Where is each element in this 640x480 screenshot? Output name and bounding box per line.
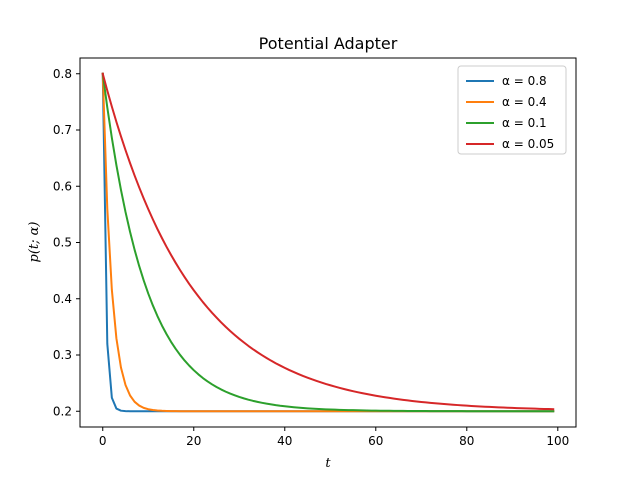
- x-tick-label: 0: [99, 434, 107, 448]
- chart-title: Potential Adapter: [259, 34, 398, 53]
- y-tick-label: 0.2: [53, 404, 72, 418]
- y-axis-label: p(t; α): [27, 222, 42, 263]
- series-line-3: [101, 72, 555, 411]
- legend-label-1: α = 0.4: [502, 95, 547, 109]
- plot-area: [79, 57, 577, 428]
- y-tick-label: 0.8: [53, 67, 72, 81]
- x-tick-label: 80: [459, 434, 474, 448]
- legend: α = 0.8 α = 0.4 α = 0.1 α = 0.05: [457, 65, 567, 155]
- series-line-2: [101, 72, 555, 413]
- y-axis: 0.2 0.3 0.4 0.5 0.6 0.7 0.8: [53, 67, 80, 418]
- x-tick-label: 60: [368, 434, 383, 448]
- x-tick-label: 20: [186, 434, 201, 448]
- legend-box: [457, 65, 567, 155]
- y-tick-label: 0.5: [53, 236, 72, 250]
- x-tick-label: 40: [277, 434, 292, 448]
- x-tick-label: 100: [546, 434, 569, 448]
- y-tick-label: 0.7: [53, 123, 72, 137]
- x-axis-label: t: [325, 456, 331, 471]
- y-tick-label: 0.6: [53, 179, 72, 193]
- legend-label-2: α = 0.1: [502, 116, 547, 130]
- y-tick-label: 0.4: [53, 292, 72, 306]
- legend-label-0: α = 0.8: [502, 74, 547, 88]
- legend-label-3: α = 0.05: [502, 137, 554, 151]
- y-tick-label: 0.3: [53, 348, 72, 362]
- x-axis: 0 20 40 60 80 100: [99, 427, 569, 448]
